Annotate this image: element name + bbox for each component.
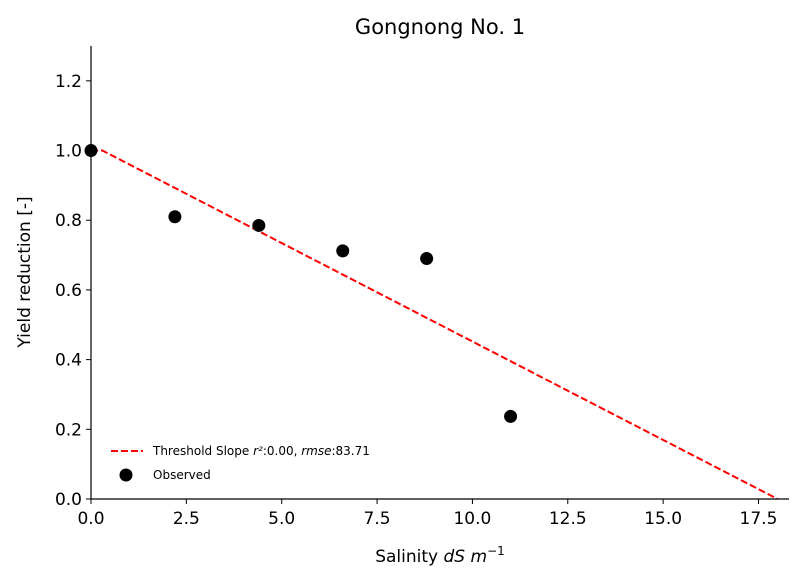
y-tick-label: 0.6 — [55, 281, 82, 301]
x-axis-label-unit: dS m — [444, 547, 488, 567]
y-tick-label: 0.4 — [55, 351, 82, 371]
legend-rmse-value: :83.71 — [331, 444, 369, 458]
observed-point — [168, 210, 182, 224]
legend-label-threshold-slope: Threshold Slope r²:0.00, rmse:83.71 — [152, 444, 370, 458]
x-axis-label: Salinity dS m−1 — [375, 544, 505, 567]
observed-point — [504, 409, 518, 423]
legend-rmse-label: rmse — [301, 444, 331, 458]
x-tick-label: 15.0 — [644, 509, 682, 529]
x-axis-label-prefix: Salinity — [375, 547, 443, 567]
plot-area — [84, 144, 779, 500]
x-tick-label: 0.0 — [77, 509, 104, 529]
legend-marker-observed — [119, 468, 133, 482]
legend: Threshold Slope r²:0.00, rmse:83.71 Obse… — [111, 444, 370, 482]
y-axis-ticks: 0.0 0.2 0.4 0.6 0.8 1.0 1.2 — [55, 72, 91, 510]
x-tick-label: 10.0 — [453, 509, 491, 529]
y-tick-label: 0.8 — [55, 211, 82, 231]
observed-point — [252, 218, 266, 232]
legend-label-observed: Observed — [153, 468, 211, 482]
legend-threshold-label: Threshold Slope — [152, 444, 249, 458]
y-tick-label: 0.2 — [55, 420, 82, 440]
observed-point — [420, 252, 434, 266]
y-axis-label: Yield reduction [-] — [15, 196, 35, 348]
x-tick-label: 12.5 — [549, 509, 587, 529]
chart-title: Gongnong No. 1 — [355, 15, 525, 39]
x-tick-label: 17.5 — [740, 509, 778, 529]
x-tick-label: 2.5 — [173, 509, 200, 529]
legend-r2-label: r² — [253, 444, 263, 458]
x-axis-ticks: 0.0 2.5 5.0 7.5 10.0 12.5 15.0 17.5 — [77, 499, 777, 529]
observed-point — [336, 244, 350, 258]
y-tick-label: 1.2 — [55, 72, 82, 92]
x-tick-label: 7.5 — [364, 509, 391, 529]
y-tick-label: 1.0 — [55, 142, 82, 162]
x-axis-label-exponent: −1 — [487, 544, 505, 558]
legend-r2-value: :0.00, — [263, 444, 301, 458]
y-tick-label: 0.0 — [55, 490, 82, 510]
x-tick-label: 5.0 — [268, 509, 295, 529]
